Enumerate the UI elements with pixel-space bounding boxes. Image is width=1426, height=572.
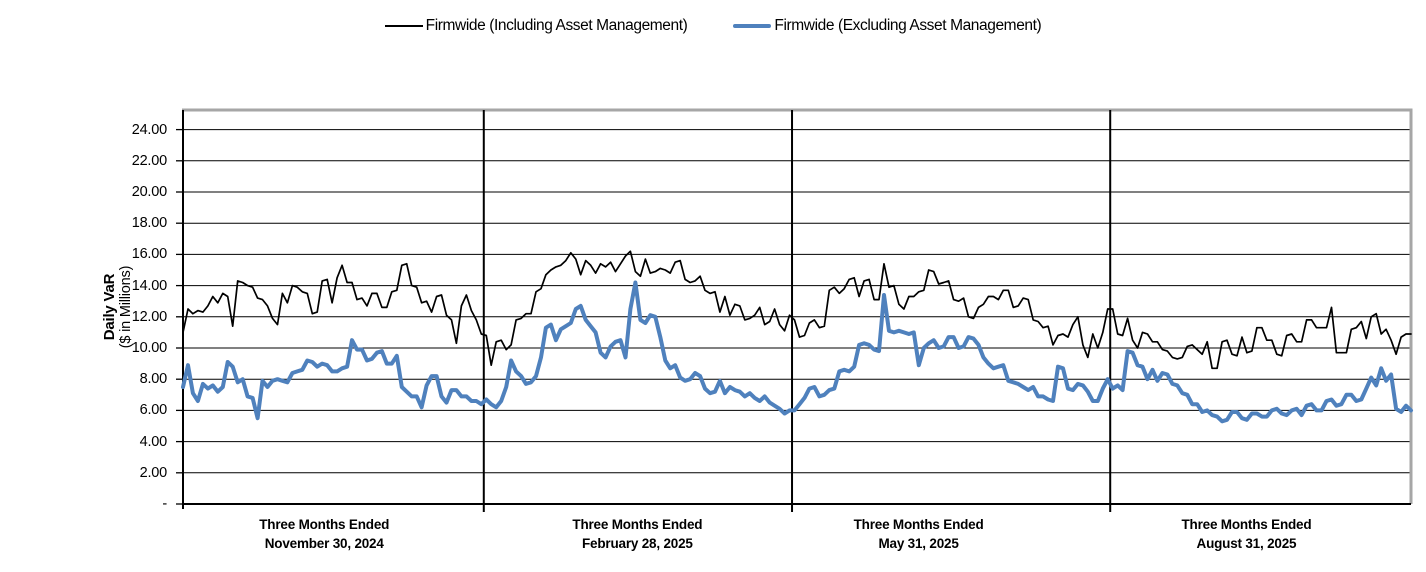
series-line-including-am (182, 250, 1412, 370)
x-axis-label-line1: Three Months Ended (1181, 517, 1312, 532)
y-tick-label: - (162, 496, 167, 512)
chart-legend: Firmwide (Including Asset Management) Fi… (0, 15, 1426, 37)
x-axis-label-line1: Three Months Ended (572, 517, 703, 532)
series-line-excluding-am (181, 280, 1413, 424)
x-axis-label-line2: August 31, 2025 (1196, 536, 1297, 551)
legend-item-including: Firmwide (Including Asset Management) (384, 17, 688, 35)
blue-line-swatch (733, 23, 772, 29)
legend-item-excluding: Firmwide (Excluding Asset Management) (733, 17, 1042, 35)
x-axis-label-line2: November 30, 2024 (264, 536, 384, 551)
legend-label-including: Firmwide (Including Asset Management) (425, 17, 688, 34)
y-tick-label: 14.00 (131, 277, 167, 294)
black-line-swatch (384, 24, 423, 28)
x-axis-label-line2: February 28, 2025 (582, 536, 693, 551)
y-tick-label: 4.00 (139, 433, 168, 450)
y-tick-label: 10.00 (131, 340, 167, 356)
y-tick-label: 24.00 (131, 121, 167, 138)
x-axis-label: Three Months Ended November 30, 2024 (194, 515, 454, 553)
y-tick-label: 12.00 (131, 308, 167, 325)
y-tick-label: 2.00 (139, 464, 168, 481)
x-axis-label-line1: Three Months Ended (259, 517, 390, 532)
x-axis-label: Three Months Ended February 28, 2025 (507, 515, 767, 553)
y-tick-label: 18.00 (131, 215, 167, 232)
x-axis-label: Three Months Ended May 31, 2025 (789, 515, 1049, 553)
y-tick-label: 16.00 (131, 246, 167, 263)
x-axis-label: Three Months Ended August 31, 2025 (1116, 515, 1376, 553)
x-axis-label-line1: Three Months Ended (853, 517, 984, 532)
x-axis-label-line2: May 31, 2025 (878, 536, 959, 551)
y-tick-label: 20.00 (131, 184, 167, 200)
y-tick-label: 6.00 (139, 402, 168, 419)
y-tick-label: 8.00 (139, 371, 168, 388)
y-tick-label: 22.00 (131, 152, 167, 169)
legend-label-excluding: Firmwide (Excluding Asset Management) (774, 17, 1042, 34)
